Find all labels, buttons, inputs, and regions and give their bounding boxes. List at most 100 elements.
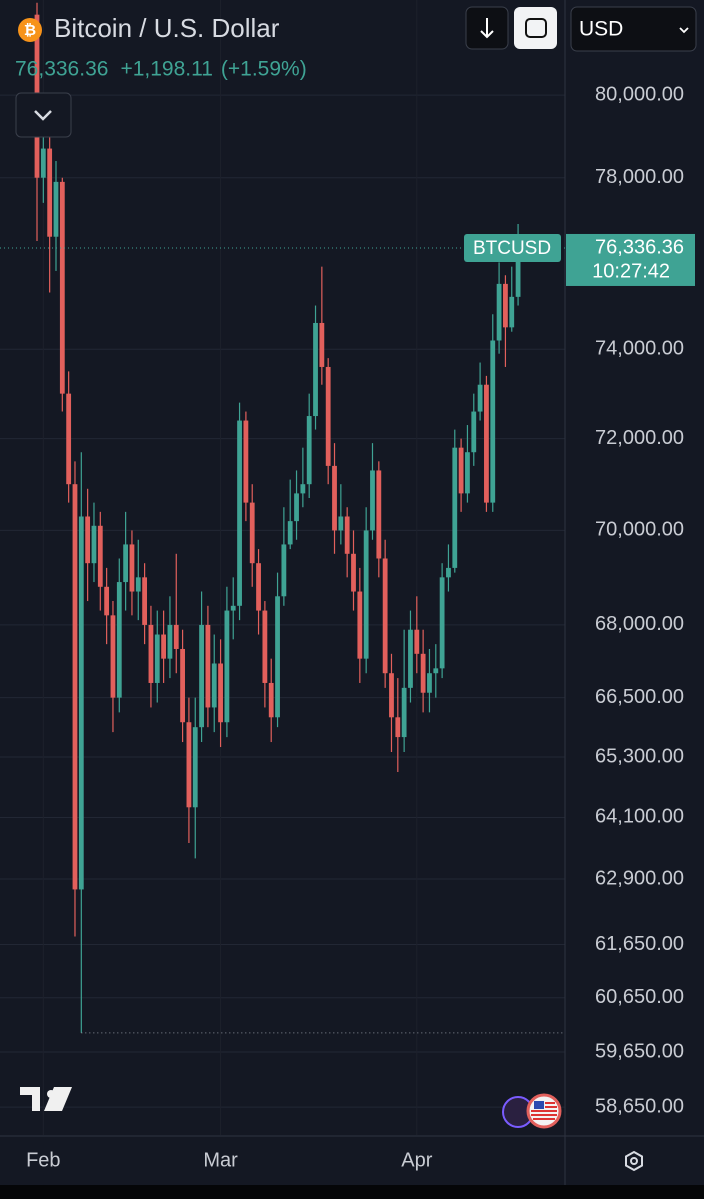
candle-body <box>230 605 236 611</box>
x-tick-label: Mar <box>203 1149 238 1171</box>
candles <box>34 2 521 1033</box>
y-tick-label: 70,000.00 <box>595 519 684 541</box>
candle-body <box>401 687 407 738</box>
candle-body <box>408 629 413 688</box>
candle-body <box>218 663 223 723</box>
y-tick-label: 60,650.00 <box>595 986 684 1008</box>
candle-body <box>294 493 299 522</box>
candle-body <box>211 663 217 708</box>
candle-body <box>154 634 160 683</box>
candle-body <box>395 717 401 738</box>
y-axis: 80,000.00 78,000.00 74,000.00 72,000.00 70,0… <box>595 83 684 1117</box>
last-price: 76,336.36 <box>15 58 108 81</box>
candle-body <box>363 530 369 659</box>
x-axis: Feb Mar Apr <box>26 1149 433 1171</box>
candle-body <box>344 516 350 554</box>
candle-body <box>123 544 129 583</box>
candle-body <box>243 420 249 503</box>
y-tick-label: 80,000.00 <box>595 83 684 105</box>
candle-body <box>180 648 185 723</box>
collapse-button[interactable] <box>15 92 72 138</box>
candle-body <box>319 322 325 367</box>
price-tag-value: 76,336.36 <box>595 236 684 258</box>
candle-body <box>59 181 65 394</box>
candle-body <box>249 502 255 564</box>
candle-body <box>268 682 274 718</box>
candle-body <box>439 577 445 669</box>
candle-body <box>515 247 521 297</box>
price-tag <box>566 233 695 286</box>
candle-body <box>414 629 420 654</box>
candle-body <box>446 567 451 578</box>
y-tick-label: 66,500.00 <box>595 686 684 708</box>
bitcoin-glyph: ₿ <box>24 22 36 39</box>
candle-body <box>376 470 382 559</box>
candle-body <box>53 181 59 237</box>
candle-body <box>281 544 287 597</box>
candle-body <box>199 624 204 728</box>
symbol-title: Bitcoin / U.S. Dollar <box>54 13 280 43</box>
candle-body <box>72 484 78 890</box>
tradingview-logo <box>20 1087 72 1111</box>
currency-label: USD <box>579 18 623 41</box>
candle-body <box>205 624 211 708</box>
chevron-icon <box>34 110 52 121</box>
candle-body <box>433 668 439 674</box>
flag-canton <box>534 1101 544 1109</box>
candle-body <box>40 148 46 178</box>
candle-body <box>237 420 242 606</box>
tradingview-logo-dot <box>47 1090 55 1098</box>
y-tick-label: 61,650.00 <box>595 933 684 955</box>
bitcoin-icon <box>18 18 42 42</box>
candle-body <box>148 624 154 683</box>
candle-body <box>224 610 230 723</box>
candle-body <box>167 624 173 659</box>
candle-body <box>458 447 464 494</box>
currency-select[interactable] <box>570 6 697 52</box>
y-tick-label: 65,300.00 <box>595 745 684 767</box>
grid <box>0 94 565 1108</box>
y-tick-label: 72,000.00 <box>595 427 684 449</box>
settings-icon[interactable] <box>625 1150 643 1172</box>
y-tick-label: 59,650.00 <box>595 1040 684 1062</box>
candle-body <box>471 411 477 453</box>
candle-body <box>110 615 116 698</box>
y-tick-label: 78,000.00 <box>595 166 684 188</box>
candle-body <box>382 558 388 674</box>
candle-body <box>496 283 502 341</box>
arrow-icon <box>480 18 494 39</box>
candle-body <box>192 727 198 808</box>
candle-body <box>509 296 515 328</box>
candle-body <box>97 525 103 587</box>
price-tag-countdown: 10:27:42 <box>592 260 670 282</box>
candle-body <box>300 484 306 494</box>
candle-body <box>66 393 72 485</box>
y-tick-label: 58,650.00 <box>595 1095 684 1117</box>
candle-body <box>275 596 280 718</box>
y-tick-label: 62,900.00 <box>595 867 684 889</box>
fullscreen-icon <box>525 18 547 38</box>
candle-body <box>484 384 489 503</box>
price-change-pct: (+1.59%) <box>221 58 307 81</box>
candle-body <box>161 634 166 659</box>
candle-body <box>129 544 135 592</box>
candle-body <box>357 591 363 659</box>
y-tick-label: 64,100.00 <box>595 806 684 828</box>
candle-body <box>186 722 192 808</box>
flag-stripes <box>531 1102 557 1120</box>
y-tick-label: 74,000.00 <box>595 338 684 360</box>
x-tick-label: Feb <box>26 1149 60 1171</box>
candle-body <box>47 148 53 237</box>
candle-body <box>116 582 122 698</box>
fullscreen-button[interactable] <box>514 7 557 49</box>
candle-body <box>477 384 483 412</box>
candle-body <box>78 516 84 890</box>
candle-body <box>313 322 318 417</box>
candle-body <box>91 525 97 564</box>
candle-body <box>427 673 432 693</box>
candle-body <box>262 610 268 683</box>
candle-body <box>173 624 179 649</box>
